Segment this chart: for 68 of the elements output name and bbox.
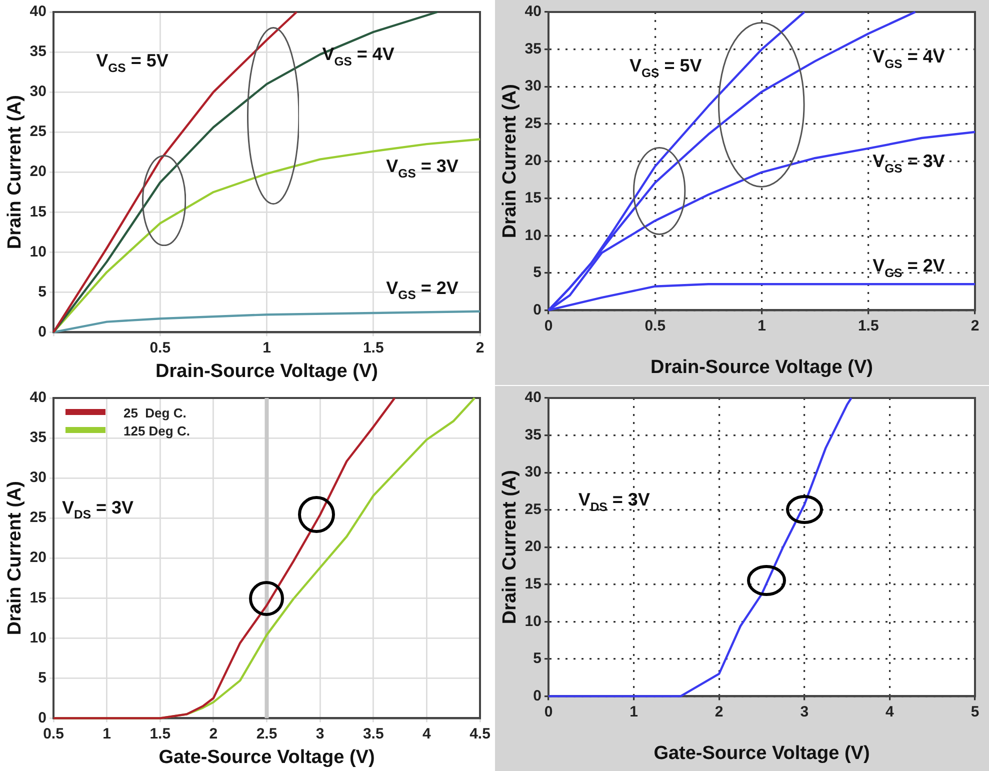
x-tick-label: 2.5 (256, 725, 278, 742)
legend-label: 25 Deg C. (123, 406, 186, 421)
x-tick-label: 3.5 (362, 725, 384, 742)
y-tick-label: 10 (30, 243, 46, 260)
y-axis-title: Drain Current (A) (500, 470, 521, 624)
x-tick-label: 1.5 (150, 725, 171, 742)
x-tick-label: 1.5 (858, 317, 879, 334)
y-axis-title: Drain Current (A) (4, 481, 26, 636)
y-tick-label: 20 (524, 538, 542, 556)
x-tick-label: 4 (422, 725, 432, 742)
y-tick-label: 0 (533, 687, 542, 704)
x-tick-label: 1 (262, 339, 271, 356)
y-tick-label: 20 (30, 549, 46, 566)
y-tick-label: 15 (524, 190, 542, 207)
y-tick-label: 35 (30, 429, 46, 446)
y-tick-label: 0 (533, 301, 542, 318)
x-tick-label: 2 (970, 317, 980, 334)
x-tick-label: 0.5 (644, 317, 666, 334)
y-tick-label: 15 (30, 589, 46, 606)
x-axis-title: Drain-Source Voltage (V) (156, 360, 378, 382)
y-tick-label: 15 (524, 576, 542, 593)
y-tick-label: 35 (524, 40, 542, 58)
x-tick-label: 3 (316, 725, 324, 742)
y-tick-label: 25 (30, 123, 46, 140)
x-tick-label: 0 (544, 703, 553, 720)
x-tick-label: 2 (714, 703, 724, 720)
y-tick-label: 40 (30, 389, 46, 406)
x-tick-label: 0.5 (43, 725, 64, 742)
y-tick-label: 25 (524, 114, 542, 132)
x-tick-label: 4.5 (470, 725, 490, 742)
y-tick-label: 10 (524, 226, 542, 244)
x-tick-label: 1 (102, 725, 111, 742)
x-tick-label: 2 (209, 725, 218, 742)
x-tick-label: 1 (758, 317, 766, 334)
y-tick-label: 40 (30, 3, 46, 20)
x-tick-label: 1.5 (362, 339, 384, 356)
x-tick-label: 0.5 (150, 339, 171, 356)
legend-label: 125 Deg C. (123, 424, 190, 439)
x-tick-label: 4 (886, 703, 895, 720)
y-tick-label: 5 (38, 283, 46, 300)
x-axis-title: Drain-Source Voltage (V) (650, 356, 873, 378)
y-tick-label: 20 (30, 163, 46, 180)
y-tick-label: 5 (38, 669, 46, 686)
x-tick-label: 3 (800, 703, 809, 720)
y-tick-label: 30 (30, 469, 46, 486)
y-tick-label: 30 (524, 464, 542, 481)
y-tick-label: 30 (30, 83, 46, 100)
y-tick-label: 40 (524, 3, 542, 20)
y-tick-label: 5 (533, 650, 542, 668)
y-tick-label: 5 (533, 264, 542, 282)
y-tick-label: 10 (524, 612, 542, 630)
y-tick-label: 35 (30, 43, 46, 60)
x-tick-label: 2 (476, 339, 484, 356)
y-tick-label: 20 (524, 152, 542, 170)
y-tick-label: 40 (524, 389, 542, 406)
x-tick-label: 0 (544, 317, 553, 334)
x-tick-label: 1 (630, 703, 638, 720)
y-axis-title: Drain Current (A) (500, 84, 521, 238)
y-tick-label: 35 (524, 426, 542, 444)
y-tick-label: 25 (524, 500, 542, 518)
y-axis-title: Drain Current (A) (4, 95, 26, 250)
x-tick-label: 5 (970, 703, 980, 720)
x-axis-title: Gate-Source Voltage (V) (654, 742, 870, 764)
y-tick-label: 25 (30, 509, 46, 526)
y-tick-label: 10 (30, 629, 46, 646)
y-tick-label: 15 (30, 203, 46, 220)
x-axis-title: Gate-Source Voltage (V) (158, 746, 375, 768)
y-tick-label: 30 (524, 78, 542, 95)
